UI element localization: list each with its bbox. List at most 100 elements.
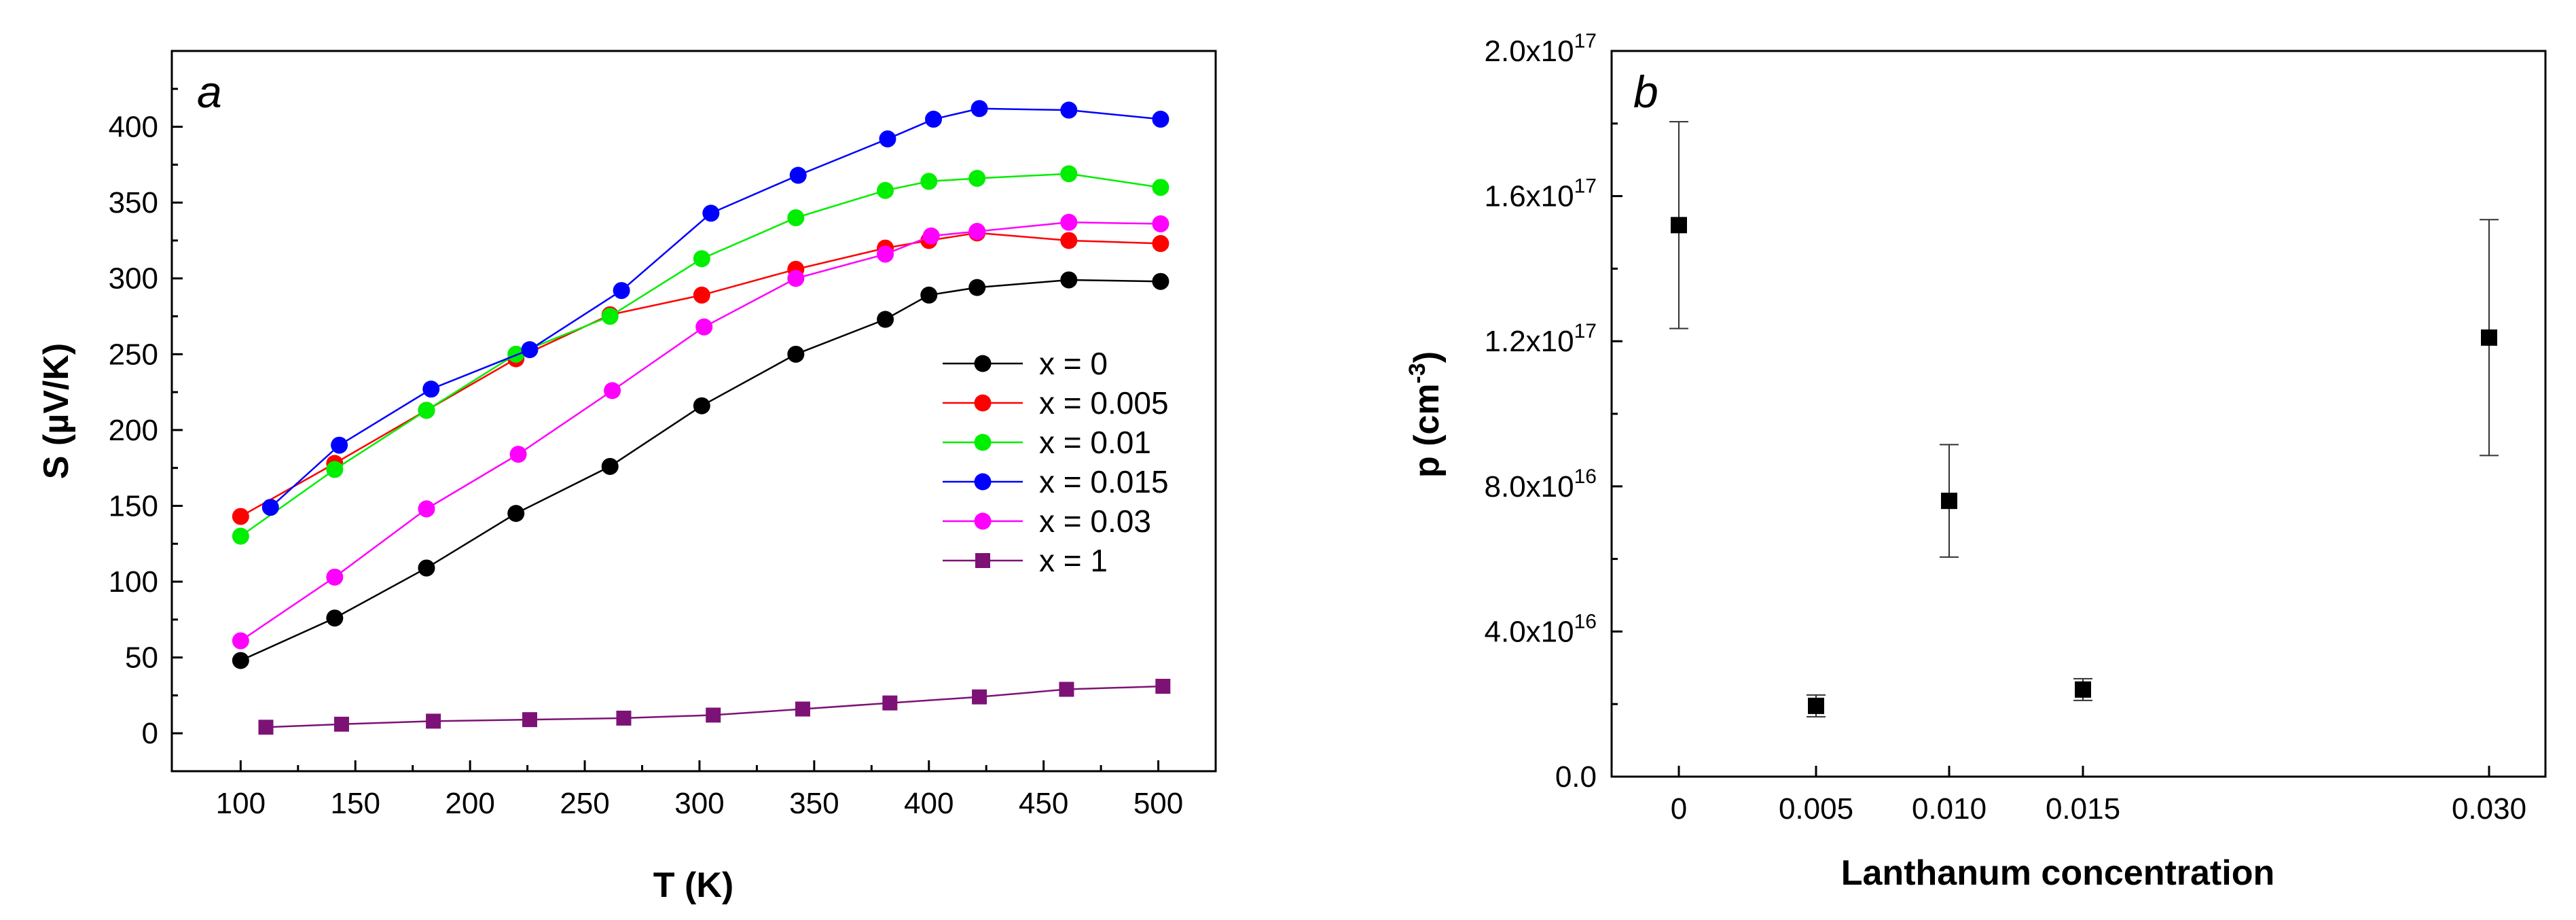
panel-a-legend: x = 0 x = 0.005 x = 0.01 x = 0.015 x = 0.03 x… [943,346,1169,578]
panel-a-point [1155,679,1171,694]
panel-a-point [326,461,344,478]
panel-a-point [1060,232,1078,249]
panel-b-y-axis-title: p (cm-3) [1404,351,1447,478]
panel-a-letter: a [197,67,222,117]
panel-b: 0 0.005 0.010 0.015 0.030 0.0 4.0x1016 8.0x1016… [1404,30,2547,893]
panel-a-y-tick-label: 0 [142,717,158,750]
panel-a-point [507,345,525,363]
panel-a-point [968,169,986,187]
panel-b-point [2481,329,2497,346]
panel-a-point [326,609,344,627]
panel-a-point [1152,272,1169,290]
panel-a-x-tick-label: 300 [674,787,724,820]
legend-marker [975,553,990,568]
panel-a-point [1152,179,1169,196]
panel-a-point [333,716,349,732]
panel-a-point [877,245,894,263]
panel-b-y-tick-label: 0.0 [1555,760,1597,794]
panel-b-y-title-base: p (cm [1407,383,1447,478]
legend-entry: x = 0.01 [1039,425,1151,460]
legend-marker [974,512,992,530]
panel-a-point [693,397,710,414]
panel-b-point [1808,697,1824,714]
panel-a-x-tick-label: 500 [1133,787,1183,820]
panel-b-y-title-tail: ) [1407,351,1447,363]
panel-a-point [1060,213,1078,231]
panel-a-point [326,568,344,586]
panel-a-point [261,499,279,516]
panel-b-x-tick-label: 0.015 [2046,792,2120,826]
panel-b-point [1671,217,1687,234]
panel-a-y-tick-label: 100 [109,565,158,599]
panel-a-x-tick-label: 200 [445,787,494,820]
panel-a-series-line-2 [240,173,1161,537]
panel-a-point [693,250,710,268]
panel-a-x-axis-title: T (K) [653,866,733,905]
panel-a-point [702,205,720,222]
panel-a-point [970,100,988,118]
legend-entry: x = 0 [1039,346,1108,381]
panel-a-point [877,181,894,199]
panel-b-y-tick-label: 1.6x1017 [1485,175,1597,213]
panel-a-y-tick-label: 350 [109,186,158,219]
panel-a-point [787,209,805,226]
panel-b-x-tick-label: 0.005 [1779,792,1853,826]
panel-b-x-tick-label: 0.010 [1912,792,1987,826]
panel-a-x-tick-label: 350 [789,787,839,820]
panel-a-point [882,695,898,711]
panel-a-point [616,710,632,726]
panel-a-point [507,505,525,523]
legend-entry: x = 0.015 [1039,464,1169,499]
panel-a-series-line-0 [240,279,1161,662]
panel-a-point [789,166,807,184]
panel-a-y-axis-title: S (µV/K) [37,343,76,479]
panel-a-point [426,713,441,729]
panel-b-y-tick-label: 1.2x1017 [1485,320,1597,358]
panel-a-point [787,270,805,287]
panel-a-point [521,341,539,359]
panel-a-point [968,279,986,296]
panel-a-point [331,436,348,454]
panel-a-point [1060,165,1078,183]
panel-a-point [1060,101,1078,119]
panel-a-point [232,508,249,525]
panel-a-point [613,282,630,300]
panel-a-y-tick-label: 300 [109,262,158,296]
panel-a-point [232,527,249,545]
panel-a-point [418,402,435,419]
panel-a-point [509,446,527,463]
panel-a-x-tick-label: 250 [560,787,609,820]
legend-entry: x = 0.03 [1039,503,1151,539]
panel-b-x-tick-label: 0.030 [2452,792,2526,826]
panel-a-y-tick-label: 250 [109,338,158,371]
panel-a-point [922,227,940,245]
legend-marker [974,473,992,491]
panel-a-point [787,345,805,363]
panel-a-point [232,632,249,650]
panel-b-y-tick-label: 4.0x1016 [1485,610,1597,648]
panel-a-x-tick-label: 100 [216,787,266,820]
panel-a-y-tick-label: 200 [109,414,158,447]
panel-a-point [706,707,721,723]
panel-a-series-line-1 [240,232,1161,518]
panel-a-point [1152,110,1169,128]
panel-a-series-line-3 [270,107,1161,508]
panel-a-y-tick-label: 400 [109,111,158,144]
panel-a-y-tick-label: 150 [109,489,158,523]
panel-a-point [877,311,894,328]
panel-a-point [258,720,274,735]
panel-a-point [232,652,249,669]
panel-a-point [1152,234,1169,252]
panel-a-point [920,286,938,304]
panel-a-point [604,382,621,400]
panel-a-x-tick-label: 400 [904,787,954,820]
panel-a-point [920,173,938,190]
panel-a-point [925,110,943,128]
panel-b-x-axis-title: Lanthanum concentration [1841,853,2274,893]
panel-a-point [418,559,435,577]
legend-marker [974,434,992,451]
legend-entry: x = 1 [1039,543,1108,578]
panel-a-point [1060,271,1078,289]
panel-b-plot-frame [1610,50,2547,778]
